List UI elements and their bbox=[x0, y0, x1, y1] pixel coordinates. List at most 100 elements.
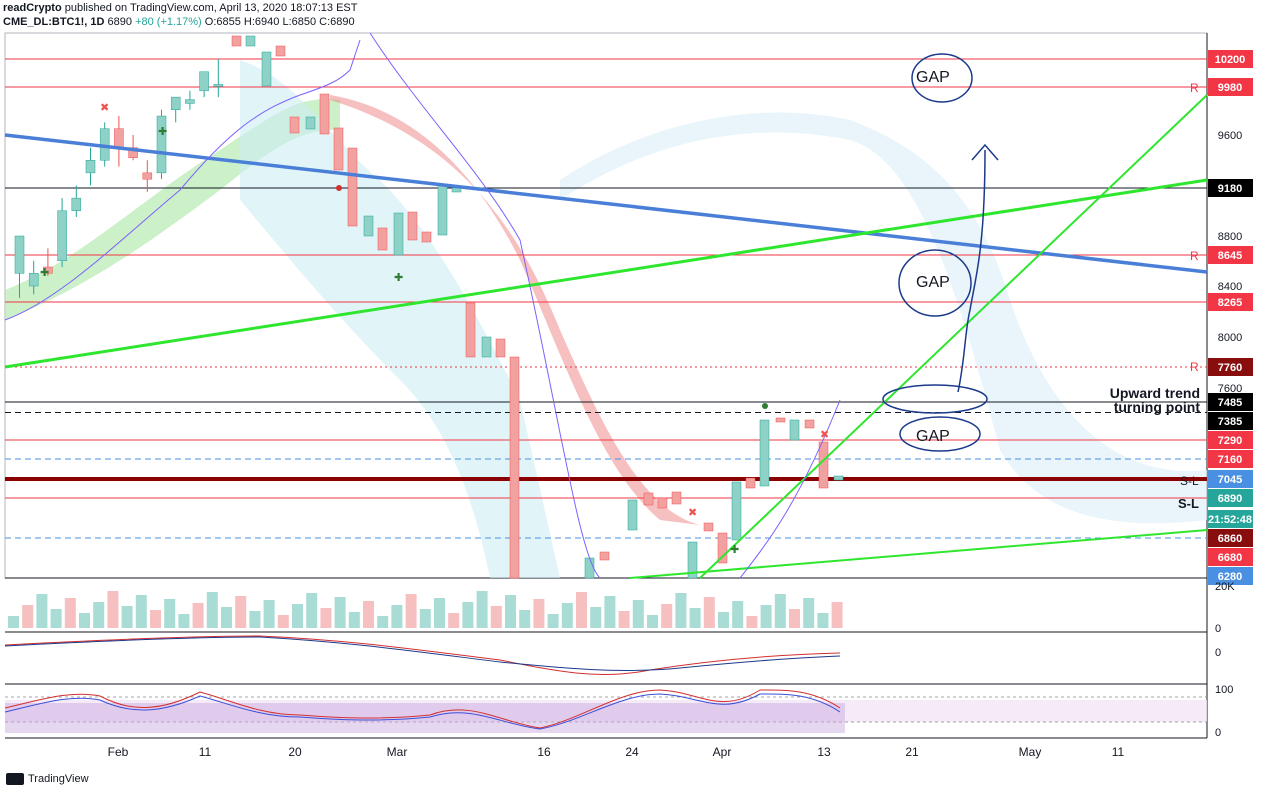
volume-bar bbox=[604, 596, 616, 628]
time-tick: 13 bbox=[817, 745, 831, 759]
uptrend-line-green-long[interactable] bbox=[4, 178, 1208, 369]
volume-bar bbox=[277, 615, 289, 628]
volume-bar bbox=[22, 605, 34, 628]
publish-info: published on TradingView.com, April 13, … bbox=[61, 2, 358, 14]
ichimoku-cloud-future bbox=[560, 112, 1207, 524]
sl-label-7045: S-L bbox=[1180, 474, 1199, 488]
volume-bar bbox=[36, 594, 48, 628]
candle bbox=[156, 115, 167, 174]
price-scale[interactable]: 7600 8000 8400 8800 9600 10200 9980 9180 8645 826… bbox=[1208, 50, 1253, 585]
time-tick: 11 bbox=[199, 745, 212, 759]
volume-bar bbox=[505, 595, 516, 628]
volume-bar bbox=[774, 594, 786, 628]
price-label-box bbox=[1208, 431, 1253, 449]
price-label: 9980 bbox=[1218, 82, 1242, 94]
volume-bar bbox=[490, 606, 502, 628]
price-label-box bbox=[1208, 393, 1253, 411]
author-name[interactable]: readCrypto bbox=[3, 2, 62, 14]
gap-label-top: GAP bbox=[916, 69, 950, 86]
brand-name: TradingView bbox=[28, 773, 89, 785]
volume-bar bbox=[547, 614, 559, 628]
volume-bar bbox=[434, 598, 445, 628]
volume-bar bbox=[590, 607, 602, 628]
turning-point-circle bbox=[882, 384, 988, 414]
price-label: 8265 bbox=[1218, 297, 1242, 309]
price-label-box bbox=[1208, 567, 1253, 585]
price-label-box bbox=[1208, 179, 1253, 197]
ma-line-purple bbox=[4, 39, 361, 321]
price-label-box bbox=[1208, 489, 1253, 507]
volume-bar bbox=[689, 608, 701, 628]
volume-bar bbox=[178, 614, 190, 628]
price-label-box bbox=[1208, 293, 1253, 311]
time-tick: Mar bbox=[387, 745, 408, 759]
up-arrow-line bbox=[957, 149, 986, 393]
svg-text:✖: ✖ bbox=[100, 102, 109, 114]
time-scale[interactable]: Feb 11 20 Mar 16 24 Apr 13 21 May 11 bbox=[108, 745, 1125, 759]
hand-annotations: GAP GAP GAP Upward trend turning point R… bbox=[882, 53, 1201, 511]
time-tick: 21 bbox=[905, 745, 919, 759]
volume-bar bbox=[377, 616, 389, 628]
volume-bar bbox=[831, 602, 843, 628]
uptrend-line-green-steep[interactable] bbox=[699, 94, 1208, 579]
time-tick: Apr bbox=[713, 745, 732, 759]
volume-bar bbox=[64, 598, 76, 628]
price-label: 21:52:48 bbox=[1208, 514, 1252, 526]
price-tick: 7600 bbox=[1218, 383, 1242, 395]
time-tick: 24 bbox=[625, 745, 639, 759]
price-label-box bbox=[1208, 470, 1253, 488]
candle bbox=[170, 96, 181, 110]
price-label-box bbox=[1208, 246, 1253, 264]
publish-header: readCrypto published on TradingView.com,… bbox=[3, 2, 357, 14]
volume-bar bbox=[817, 613, 829, 628]
candle bbox=[142, 172, 153, 180]
candles bbox=[14, 59, 224, 298]
downtrend-line-blue[interactable] bbox=[4, 133, 1208, 274]
volume-bar bbox=[8, 616, 19, 628]
volume-bar bbox=[192, 603, 204, 628]
turning-point-label: turning point bbox=[1114, 399, 1201, 415]
last-price: 6890 bbox=[107, 16, 132, 28]
main-pane-frame bbox=[4, 32, 1208, 579]
svg-text:✚: ✚ bbox=[40, 267, 49, 279]
volume-bar bbox=[306, 593, 318, 628]
volume-bar bbox=[320, 608, 332, 628]
time-tick: May bbox=[1019, 745, 1042, 759]
price-label: 7045 bbox=[1218, 474, 1242, 486]
volume-bar bbox=[789, 609, 800, 628]
uptrend-line-green-low[interactable] bbox=[629, 529, 1208, 579]
price-label: 10200 bbox=[1215, 54, 1246, 66]
price-tick: 8800 bbox=[1218, 231, 1242, 243]
candle bbox=[199, 71, 209, 92]
volume-bar bbox=[533, 599, 545, 628]
volume-bar bbox=[363, 601, 374, 628]
volume-pane bbox=[8, 591, 843, 628]
r-label-9980: R bbox=[1190, 81, 1199, 95]
volume-bar bbox=[50, 609, 62, 628]
price-label: 7760 bbox=[1218, 362, 1242, 374]
price-tick: 8000 bbox=[1218, 332, 1242, 344]
candle bbox=[213, 84, 224, 87]
volume-bar bbox=[292, 604, 303, 628]
candle bbox=[57, 210, 67, 261]
price-label: 7385 bbox=[1218, 416, 1242, 428]
sl-label-6890: S-L bbox=[1178, 496, 1199, 511]
volume-bar bbox=[746, 616, 758, 628]
r-label-8645: R bbox=[1190, 249, 1199, 263]
price-label: 7485 bbox=[1218, 397, 1242, 409]
candle bbox=[28, 273, 39, 287]
price-label-box bbox=[1208, 548, 1253, 566]
price-label-box bbox=[1208, 50, 1253, 68]
price-label: 6860 bbox=[1218, 533, 1242, 545]
tradingview-logo-icon bbox=[6, 773, 24, 785]
time-tick: 11 bbox=[1112, 745, 1125, 759]
svg-text:✖: ✖ bbox=[688, 507, 697, 519]
svg-text:✚: ✚ bbox=[730, 544, 739, 556]
footer-brand[interactable]: TradingView bbox=[6, 773, 89, 785]
svg-text:✚: ✚ bbox=[394, 272, 403, 284]
candle bbox=[185, 99, 195, 104]
symbol-name[interactable]: CME_DL:BTC1!, 1D bbox=[3, 16, 105, 28]
candle bbox=[114, 128, 124, 148]
volume-bar bbox=[732, 601, 744, 628]
